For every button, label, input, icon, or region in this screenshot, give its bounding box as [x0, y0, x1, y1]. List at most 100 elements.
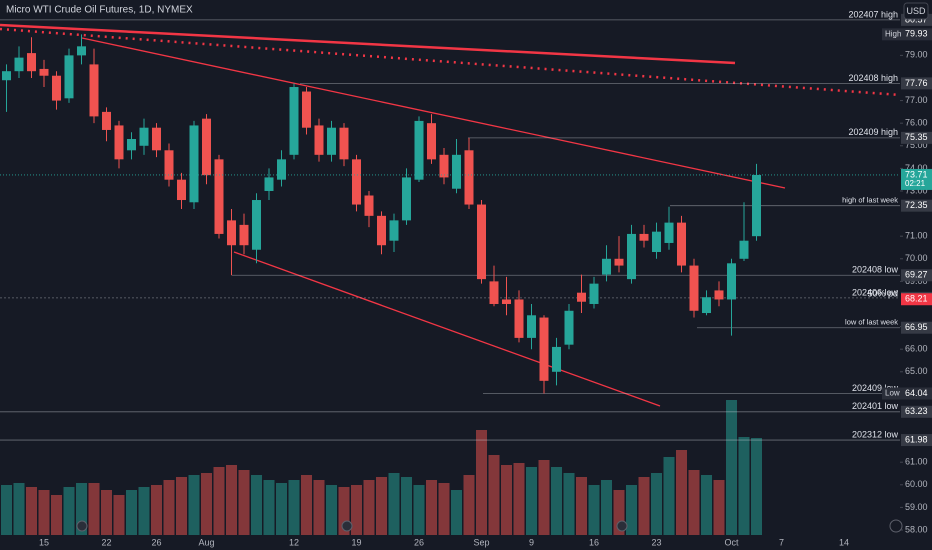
chart-title: Micro WTI Crude Oil Futures, 1D, NYMEX [6, 5, 193, 16]
candle-body [427, 123, 436, 160]
candle-body [727, 263, 736, 300]
volume-bar [51, 495, 62, 535]
x-tick-label: 19 [351, 537, 361, 547]
candle-body [539, 317, 549, 381]
x-tick-label: 26 [414, 537, 424, 547]
y-tick-label: 77.00 [905, 95, 928, 105]
volume-bar [201, 473, 212, 535]
volume-bar [488, 455, 500, 535]
level-label: low of last week [845, 318, 898, 327]
volume-bar [701, 475, 712, 535]
volume-bar [313, 480, 325, 535]
candle-body [614, 258, 624, 266]
event-icon[interactable] [76, 520, 88, 532]
volume-bar [438, 483, 450, 535]
candle-body [464, 150, 474, 205]
candle-body [252, 200, 261, 250]
volume-bar [513, 463, 525, 535]
candle-body [152, 127, 161, 151]
event-icon[interactable] [341, 520, 353, 532]
volume-bar [526, 467, 537, 535]
last-price: 73.71 [905, 169, 928, 179]
x-tick-label: Sep [473, 537, 489, 547]
candle-body [302, 91, 311, 128]
volume-bar [138, 487, 150, 535]
volume-bar [751, 438, 762, 535]
volume-bar [301, 475, 312, 535]
candle-body [114, 125, 124, 160]
candle-body [389, 220, 399, 241]
candle-body [452, 154, 461, 189]
candle-body [639, 233, 649, 241]
low-marker-value: 64.04 [905, 388, 928, 398]
y-tick-label: 66.00 [905, 344, 928, 354]
wedge-lower [233, 251, 661, 407]
y-tick-label: 76.00 [905, 118, 928, 128]
candle-body [102, 111, 111, 130]
x-tick-label: 15 [39, 537, 49, 547]
x-tick-label: 26 [151, 537, 161, 547]
volume-bar [413, 485, 425, 535]
candle-body [752, 174, 761, 237]
candle-body [14, 57, 24, 72]
candle-body [327, 127, 336, 155]
level-label: 202408 low [852, 265, 899, 275]
marks: 79.00 77.00 76.00 75.00 74.00 73.00 71.00 70.00… [0, 9, 932, 547]
candle-body [739, 240, 749, 259]
x-tick-label: 23 [651, 537, 661, 547]
level-label: 202406 low [852, 287, 899, 297]
candle-body [214, 159, 224, 234]
y-tick-label: 65.00 [905, 366, 928, 376]
candle-body [339, 127, 349, 160]
y-tick-label: 59.00 [905, 502, 928, 512]
level-box [901, 199, 932, 212]
y-tick-label: 73.00 [905, 185, 928, 195]
y-tick-label: 70.00 [905, 253, 928, 263]
y-tick-label: 58.00 [905, 524, 928, 534]
candle-body [602, 258, 611, 275]
candle-body [627, 233, 636, 280]
volume-bar [63, 487, 75, 535]
volume-bar [226, 465, 237, 535]
level-label: 202312 low [852, 429, 899, 439]
y-tick-label: 75.00 [905, 140, 928, 150]
high-marker-label: High [885, 29, 901, 38]
volume-bar [88, 483, 100, 535]
volume-bar [426, 480, 437, 535]
volume-bar [688, 470, 700, 535]
y-tick-label: 79.00 [905, 50, 928, 60]
level-box [901, 321, 932, 334]
settings-icon[interactable] [889, 519, 903, 533]
countdown: 02:21 [905, 179, 926, 188]
currency-box[interactable] [903, 2, 929, 20]
candle-body [664, 222, 674, 243]
volume-bar [551, 467, 562, 535]
candle-body [52, 75, 61, 101]
candle-body [689, 265, 699, 311]
candle-body [589, 283, 599, 304]
volume-bar [738, 437, 750, 535]
candle-body [139, 127, 149, 146]
high-marker-value: 79.93 [905, 29, 928, 39]
event-icon[interactable] [616, 520, 628, 532]
candle-body [502, 299, 511, 304]
volume-bar [663, 457, 675, 535]
candle-body [527, 315, 536, 338]
volume-bar [113, 495, 125, 535]
candle-body [477, 204, 486, 280]
volume-bar [213, 467, 225, 535]
x-tick-label: 9 [529, 537, 534, 547]
wedge-upper [81, 37, 786, 189]
candle-body [164, 150, 174, 180]
volume-bar [288, 480, 300, 535]
candle-body [364, 195, 374, 216]
y-tick-label: 74.00 [905, 163, 928, 173]
volume-bar [651, 473, 662, 535]
y-tick-label: 61.00 [905, 457, 928, 467]
x-tick-label: 16 [589, 537, 599, 547]
volume-bar [588, 485, 600, 535]
volume-bar [363, 480, 375, 535]
candle-body [277, 159, 286, 180]
candle-body [402, 177, 411, 221]
